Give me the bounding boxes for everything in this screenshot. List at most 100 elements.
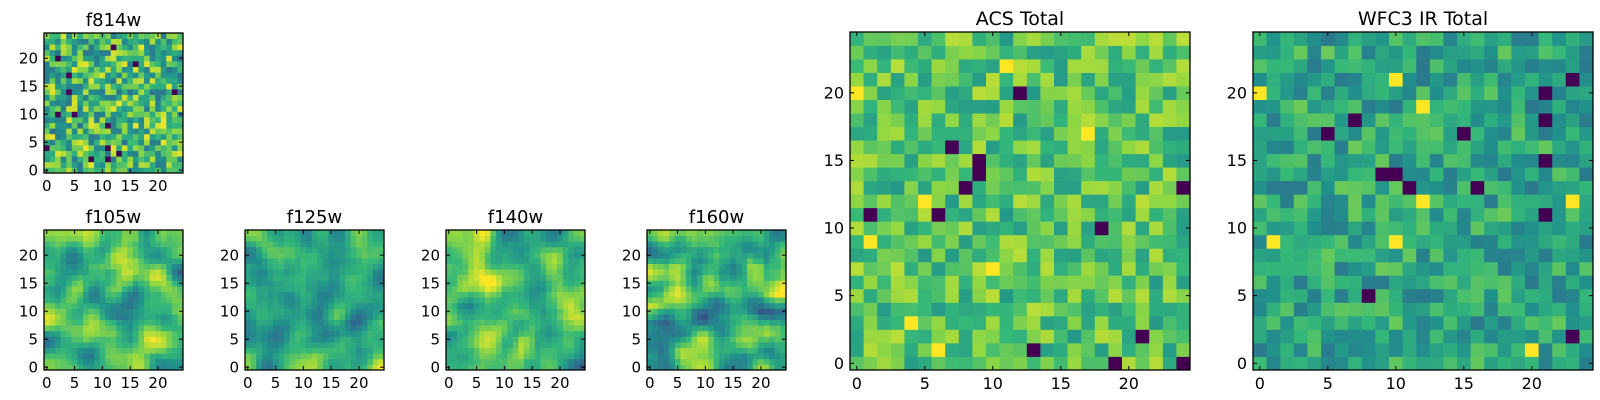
heatmap-cell [999,99,1014,114]
heatmap-cell [986,32,1000,46]
heatmap-cell [769,347,776,354]
heatmap-cell [356,302,363,309]
heatmap-cell [1484,207,1499,222]
heatmap-cell [1176,140,1191,155]
heatmap-cell [496,263,502,270]
heatmap-cell [769,291,776,298]
heatmap-cell [579,269,586,276]
heatmap-cell [333,297,340,304]
heatmap-cell [138,291,145,298]
heatmap-cell [890,315,905,330]
heatmap-cell [55,252,62,259]
heatmap-cell [149,133,156,140]
heatmap-cell [77,38,84,45]
heatmap-cell [685,263,692,270]
heatmap-cell [116,49,123,56]
heatmap-cell [94,133,100,140]
heatmap-cell [322,297,329,304]
heatmap-cell [99,61,106,67]
heatmap-cell [496,319,502,326]
heatmap-cell [931,248,946,263]
heatmap-cell [877,45,892,60]
heatmap-cell [1293,140,1308,155]
heatmap-cell [1443,248,1458,263]
heatmap-cell [747,280,754,287]
heatmap-cell [1552,126,1567,141]
heatmap-cell [1094,275,1109,290]
heatmap-cell [735,258,742,264]
heatmap-cell [697,314,703,320]
heatmap-cell [708,314,715,320]
heatmap-cell [1149,207,1164,222]
heatmap-cell [663,241,670,248]
heatmap-cell [306,258,313,264]
heatmap-cell [144,72,151,79]
heatmap-cell [333,353,340,360]
heatmap-cell [317,274,324,281]
heatmap-cell [295,308,301,315]
heatmap-cell [278,314,285,320]
heatmap-cell [289,364,296,371]
heatmap-cell [685,302,692,309]
heatmap-cell [741,336,748,343]
heatmap-cell [457,347,464,354]
heatmap-cell [1040,194,1055,209]
heatmap-cell [317,263,324,270]
heatmap-cell [256,280,263,287]
heatmap-cell [77,105,84,112]
heatmap-cell [735,308,742,315]
heatmap-cell [149,235,156,242]
heatmap-cell [850,86,864,100]
heatmap-cell [877,99,892,114]
heatmap-cell [256,246,263,253]
heatmap-cell [1457,32,1471,46]
heatmap-cell [155,319,162,326]
heatmap-cell [1067,59,1082,73]
heatmap-cell [77,342,84,348]
heatmap-cell [573,336,580,343]
heatmap-cell [361,241,368,248]
heatmap-cell [1054,315,1068,330]
heatmap-cell [724,358,731,365]
heatmap-cell [518,235,525,242]
heatmap-cell [1565,302,1580,317]
heatmap-cell [680,241,687,248]
heatmap-cell [945,32,960,46]
heatmap-cell [55,139,62,146]
heatmap-cell [1026,342,1041,357]
heatmap-cell [958,234,973,249]
heatmap-cell [496,246,502,253]
heatmap-cell [267,364,274,371]
heatmap-cell [1135,248,1150,263]
heatmap-cell [931,167,946,182]
heatmap-cell [132,117,139,123]
heatmap-cell [116,94,123,101]
heatmap-cell [945,302,960,317]
heatmap-cell [105,319,112,326]
heatmap-cell [1026,288,1041,303]
heatmap-cell [774,302,781,309]
heatmap-cell [669,353,676,360]
heatmap-cell [850,234,864,249]
heatmap-cell [94,297,100,304]
heatmap-cell [468,235,475,242]
heatmap-cell [1470,167,1485,182]
heatmap-cell [1511,99,1526,114]
heatmap-cell [850,288,864,303]
heatmap-cell [144,139,151,146]
heatmap-cell [507,325,514,332]
heatmap-cell [562,280,569,287]
heatmap-cell [44,105,50,112]
heatmap-cell [55,122,62,129]
heatmap-cell [289,302,296,309]
heatmap-cell [724,325,731,332]
heatmap-cell [49,280,56,287]
heatmap-cell [328,308,335,315]
heatmap-cell [1253,221,1267,236]
heatmap-cell [1321,275,1335,290]
heatmap-cell [1470,113,1485,128]
heatmap-cell [774,308,781,315]
y-tick-label: 5 [631,330,641,348]
heatmap-cell [155,252,162,259]
heatmap-cell [71,280,78,287]
